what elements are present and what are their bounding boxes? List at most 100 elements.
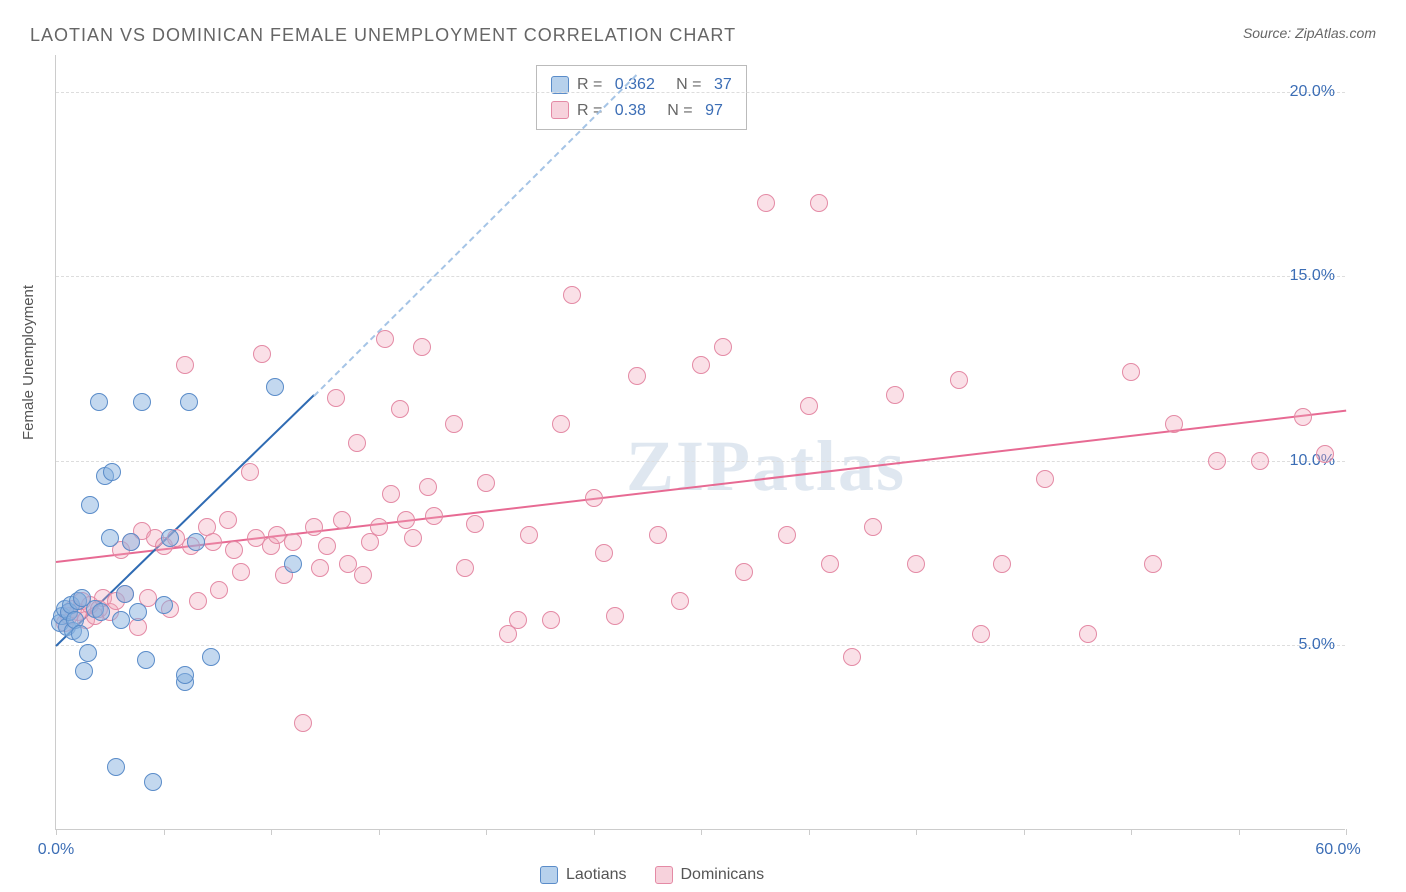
marker-laotians [133,393,151,411]
marker-dominicans [348,434,366,452]
swatch-pink-icon [655,866,673,884]
marker-laotians [122,533,140,551]
legend-correlation: R = 0.362 N = 37 R = 0.38 N = 97 [536,65,747,130]
ytick-label: 5.0% [1299,636,1335,654]
marker-laotians [103,463,121,481]
xtick-label: 60.0% [1315,841,1360,859]
source-attribution: Source: ZipAtlas.com [1243,25,1376,41]
marker-dominicans [445,415,463,433]
grid-line [56,92,1345,93]
marker-dominicans [1165,415,1183,433]
marker-dominicans [499,625,517,643]
marker-laotians [129,603,147,621]
marker-laotians [266,378,284,396]
xtick-mark [809,829,810,835]
legend-n-value-laotians: 37 [714,72,732,98]
marker-dominicans [425,507,443,525]
marker-dominicans [404,529,422,547]
xtick-mark [701,829,702,835]
marker-dominicans [509,611,527,629]
marker-dominicans [821,555,839,573]
marker-dominicans [354,566,372,584]
legend-r-value-dominicans: 0.38 [615,98,646,124]
marker-dominicans [189,592,207,610]
marker-dominicans [284,533,302,551]
marker-dominicans [864,518,882,536]
marker-dominicans [382,485,400,503]
legend-row-dominicans: R = 0.38 N = 97 [551,98,732,124]
marker-dominicans [993,555,1011,573]
marker-dominicans [253,345,271,363]
marker-dominicans [585,489,603,507]
marker-dominicans [294,714,312,732]
plot-area: ZIPatlas R = 0.362 N = 37 R = 0.38 N = 9… [55,55,1345,830]
grid-line [56,645,1345,646]
marker-dominicans [778,526,796,544]
marker-laotians [116,585,134,603]
chart-title: LAOTIAN VS DOMINICAN FEMALE UNEMPLOYMENT… [30,25,736,46]
marker-dominicans [204,533,222,551]
marker-dominicans [327,389,345,407]
marker-dominicans [333,511,351,529]
marker-laotians [176,666,194,684]
marker-dominicans [391,400,409,418]
marker-dominicans [413,338,431,356]
marker-dominicans [595,544,613,562]
marker-dominicans [907,555,925,573]
trendline-laotians-dashed [313,74,637,396]
legend-label-laotians: Laotians [566,866,627,884]
marker-dominicans [628,367,646,385]
legend-n-label: N = [663,72,706,98]
marker-laotians [180,393,198,411]
marker-dominicans [810,194,828,212]
xtick-mark [271,829,272,835]
marker-dominicans [1144,555,1162,573]
marker-dominicans [232,563,250,581]
marker-dominicans [225,541,243,559]
ytick-label: 20.0% [1290,83,1335,101]
marker-dominicans [1316,445,1334,463]
marker-laotians [71,625,89,643]
marker-dominicans [606,607,624,625]
legend-item-laotians: Laotians [540,866,627,884]
marker-dominicans [649,526,667,544]
marker-dominicans [210,581,228,599]
marker-dominicans [305,518,323,536]
legend-n-label: N = [654,98,697,124]
marker-laotians [202,648,220,666]
legend-series: Laotians Dominicans [540,866,764,884]
xtick-mark [164,829,165,835]
xtick-mark [1346,829,1347,835]
marker-laotians [187,533,205,551]
marker-dominicans [671,592,689,610]
marker-dominicans [692,356,710,374]
marker-laotians [81,496,99,514]
marker-dominicans [1122,363,1140,381]
legend-item-dominicans: Dominicans [655,866,765,884]
legend-r-label: R = [577,72,607,98]
marker-dominicans [1036,470,1054,488]
marker-dominicans [1251,452,1269,470]
grid-line [56,276,1345,277]
marker-laotians [284,555,302,573]
marker-dominicans [843,648,861,666]
marker-dominicans [466,515,484,533]
marker-laotians [155,596,173,614]
xtick-mark [594,829,595,835]
xtick-mark [1131,829,1132,835]
marker-laotians [90,393,108,411]
marker-dominicans [1079,625,1097,643]
marker-dominicans [563,286,581,304]
marker-dominicans [1208,452,1226,470]
marker-laotians [137,651,155,669]
marker-dominicans [735,563,753,581]
marker-dominicans [318,537,336,555]
xtick-mark [379,829,380,835]
xtick-mark [486,829,487,835]
marker-laotians [161,529,179,547]
legend-label-dominicans: Dominicans [681,866,765,884]
marker-dominicans [542,611,560,629]
marker-laotians [92,603,110,621]
marker-dominicans [800,397,818,415]
xtick-mark [916,829,917,835]
